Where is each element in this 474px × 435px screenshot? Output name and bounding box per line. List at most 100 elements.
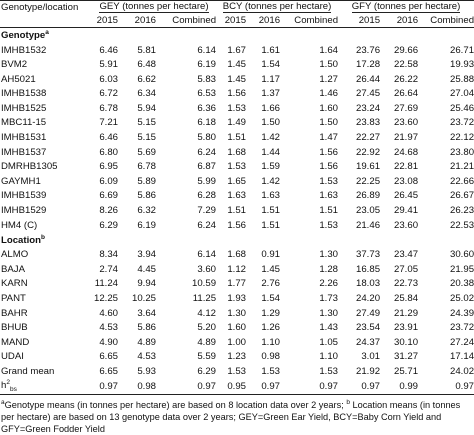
genotype-row-value: 23.05 (356, 205, 381, 217)
location-row-value: 5.59 (197, 351, 217, 363)
location-row-value: 25.84 (394, 293, 419, 304)
genotype-row-value: 1.46 (319, 88, 339, 100)
genotype-row-value: 5.86 (137, 190, 156, 202)
heritability-value: 0.99 (380, 379, 419, 395)
genotype-row-value: 23.60 (394, 219, 419, 231)
location-row-label: ALMO (1, 249, 29, 261)
header-subcol: 2015 (92, 14, 118, 28)
genotype-row-value: 22.25 (356, 175, 381, 187)
location-row-value: 3.01 (361, 351, 381, 363)
genotype-row-label: MBC11-15 (1, 117, 47, 129)
location-row-value: 24.20 (356, 293, 381, 304)
genotype-row-value: 1.17 (261, 73, 281, 85)
heritability-value: 0.95 (216, 379, 247, 395)
genotype-row-value: 1.61 (261, 44, 281, 56)
genotype-row-value: 1.51 (261, 219, 281, 231)
location-row-value: 37.73 (356, 249, 381, 261)
genotype-row: IMHB1531 6.46 5.15 5.80 1.51 1.42 1.47 22.27 21.… (0, 131, 474, 146)
genotype-row-value: 27.69 (394, 102, 419, 114)
genotype-row-value: 1.50 (261, 117, 281, 129)
location-row-label: UDAI (1, 351, 24, 363)
genotype-row-label: IMHB1532 (1, 44, 47, 56)
genotype-row-value: 23.60 (394, 117, 419, 129)
location-row-value: 1.30 (227, 307, 247, 319)
location-row: UDAI 6.65 4.53 5.59 1.23 0.98 1.10 3.01 31.27 17.… (0, 350, 474, 365)
location-row-value: 23.47 (394, 249, 419, 261)
grand-mean-value: 25.71 (394, 365, 419, 377)
location-row-label: KARN (1, 278, 28, 290)
location-row-value: 4.89 (197, 336, 217, 348)
location-row: MAND 4.90 4.89 4.89 1.00 1.10 1.05 24.37 30.10 27… (0, 335, 474, 350)
location-row-value: 30.60 (450, 249, 474, 261)
location-row-value: 23.54 (356, 322, 381, 334)
header-subcol: 2016 (118, 14, 156, 28)
genotype-row-value: 6.46 (99, 44, 118, 56)
genotype-row-value: 5.89 (137, 175, 156, 187)
header-subcol: Combined (418, 14, 474, 28)
genotype-row-value: 1.54 (261, 59, 281, 71)
table-footnote: aGenotype means (in tonnes per hectare) … (1, 398, 461, 434)
genotype-row-value: 7.29 (197, 205, 217, 217)
genotype-row-label: BVM2 (1, 59, 28, 71)
genotype-row-value: 26.64 (394, 88, 419, 100)
genotype-row-label: IMHB1529 (1, 205, 47, 217)
location-row-value: 27.05 (394, 263, 419, 275)
genotype-row-value: 6.29 (99, 219, 118, 231)
header-subcol: 2016 (246, 14, 281, 28)
genotype-row-value: 6.87 (197, 161, 217, 173)
genotype-row-label: IMHB1531 (1, 132, 47, 144)
location-row-label: PANT (1, 293, 26, 304)
location-row-value: 2.76 (261, 278, 281, 290)
genotype-row-value: 1.42 (261, 132, 281, 144)
location-row: BAJA 2.74 4.45 3.60 1.12 1.45 1.28 16.85 27.05 21… (0, 262, 474, 277)
location-row-label: BAJA (1, 263, 25, 275)
genotype-row-value: 1.53 (227, 102, 247, 114)
location-row-value: 1.43 (319, 322, 339, 334)
genotype-row-value: 22.81 (394, 161, 419, 173)
genotype-row-value: 1.47 (319, 132, 339, 144)
location-row-value: 1.60 (227, 322, 247, 334)
genotype-row-value: 1.60 (319, 102, 339, 114)
header-subcol: 2015 (338, 14, 381, 28)
location-row-value: 31.27 (394, 351, 419, 363)
header-blank (0, 14, 92, 28)
location-row-value: 5.20 (197, 322, 217, 334)
location-row-value: 1.73 (319, 293, 339, 304)
location-row-value: 1.30 (319, 249, 339, 261)
genotype-row-value: 22.92 (356, 146, 381, 158)
genotype-row-value: 1.51 (227, 205, 247, 217)
genotype-row-value: 1.45 (227, 59, 247, 71)
location-row-value: 30.10 (394, 336, 419, 348)
location-row-value: 20.38 (450, 278, 474, 290)
location-row-value: 11.25 (192, 293, 217, 304)
genotype-row-value: 22.66 (450, 175, 474, 187)
genotype-row-value: 19.61 (356, 161, 381, 173)
genotype-row-value: 1.51 (261, 205, 281, 217)
location-row-value: 6.65 (99, 351, 118, 363)
location-row-value: 8.34 (99, 249, 118, 261)
location-row-value: 27.49 (356, 307, 381, 319)
header-subcol: 2016 (380, 14, 419, 28)
header-genotype-location: Genotype/location (0, 0, 92, 14)
genotype-row-value: 6.48 (137, 59, 156, 71)
heritability-row: h2bs 0.97 0.98 0.97 0.95 0.97 0.97 0.97 … (0, 379, 474, 395)
grand-mean-row: Grand mean 6.65 5.93 6.29 1.53 1.53 1.53… (0, 364, 474, 379)
genotype-row-value: 1.63 (227, 190, 247, 202)
location-row-value: 1.10 (319, 351, 339, 363)
genotype-row-value: 6.34 (137, 88, 156, 100)
genotype-row-value: 22.53 (450, 219, 474, 231)
section-genotype-row: Genotypea (0, 28, 474, 44)
genotype-row-value: 22.12 (450, 132, 474, 144)
genotype-row: IMHB1538 6.72 6.34 6.53 1.56 1.37 1.46 27.45 26.… (0, 87, 474, 102)
heritability-value: 0.97 (246, 379, 281, 395)
genotype-row-value: 6.62 (137, 73, 156, 85)
genotype-row-value: 26.23 (450, 205, 474, 217)
genotype-row-value: 1.56 (227, 88, 247, 100)
location-row-value: 1.26 (261, 322, 281, 334)
genotype-row: BVM2 5.91 6.48 6.19 1.45 1.54 1.50 17.28 22.58 19… (0, 58, 474, 73)
location-row-value: 1.00 (227, 336, 247, 348)
genotype-row-value: 6.19 (137, 219, 156, 231)
location-row-value: 3.94 (137, 249, 156, 261)
genotype-row-value: 6.18 (197, 117, 217, 129)
genotype-row-value: 21.46 (356, 219, 381, 231)
